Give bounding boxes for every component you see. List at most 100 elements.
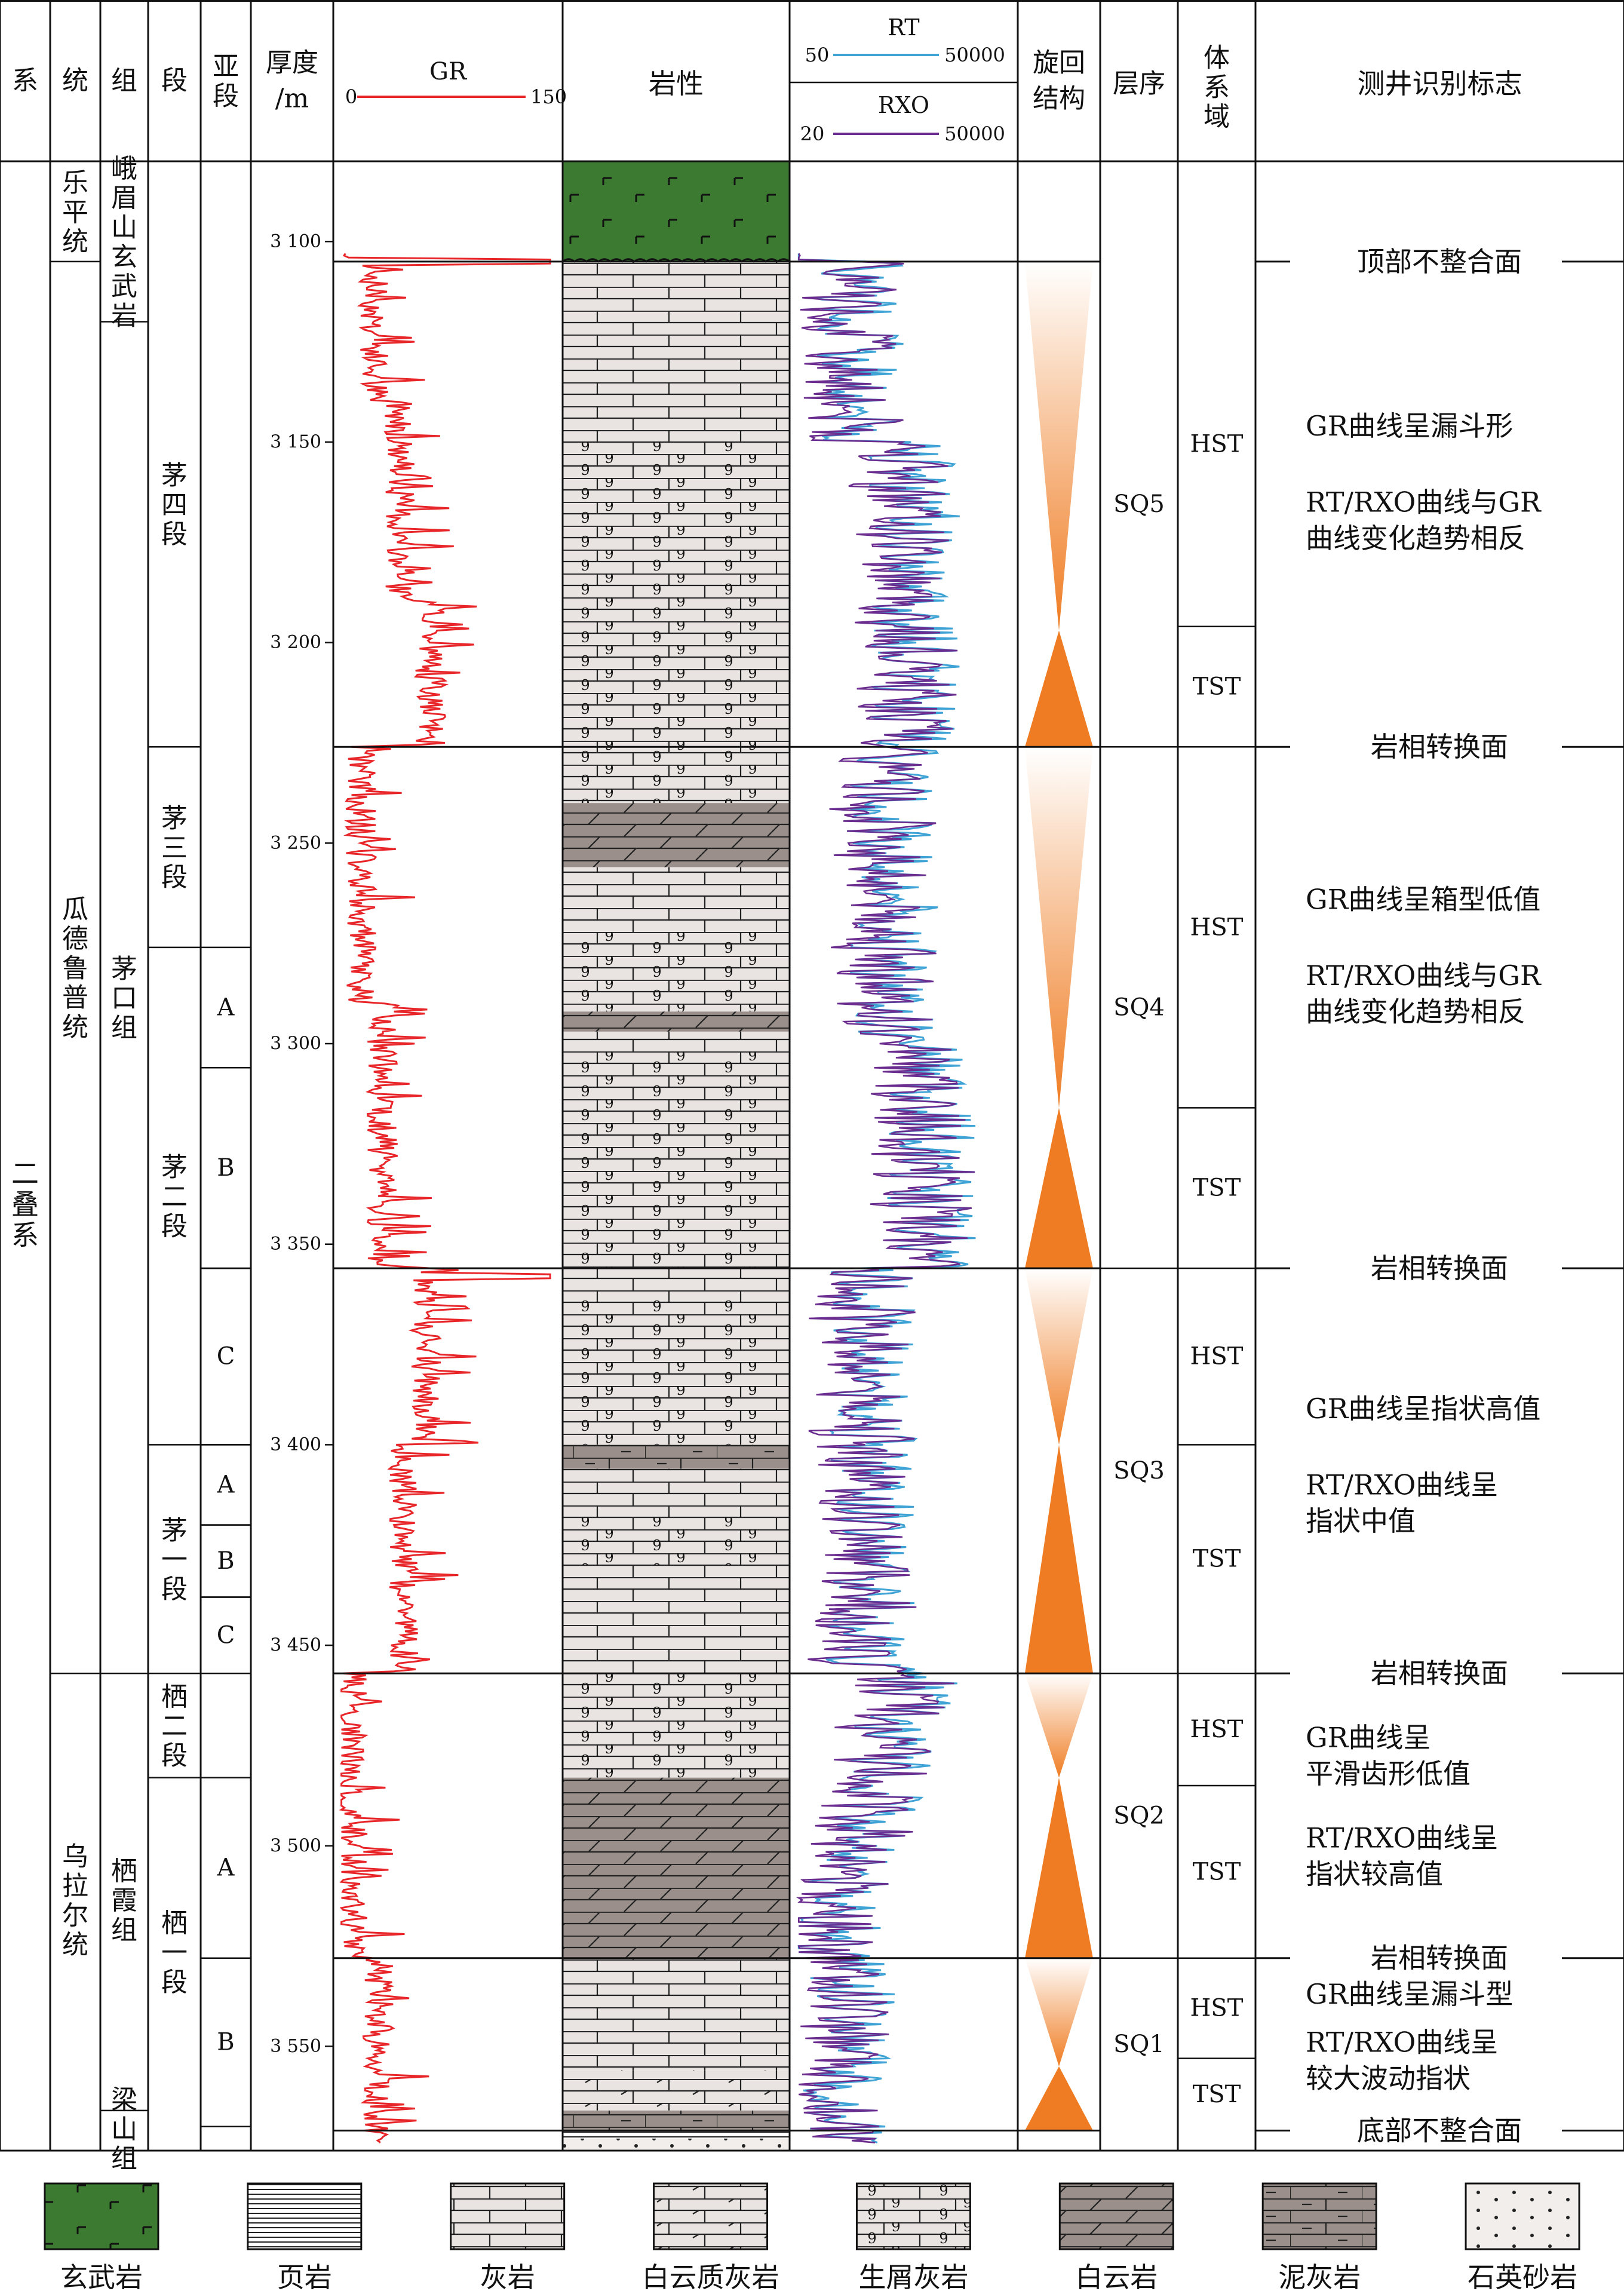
- cycle-transgressive-triangle: [1025, 1108, 1093, 1268]
- legend-swatch-dolomite: [1058, 2182, 1174, 2250]
- lithology-limestone: [563, 261, 790, 442]
- header-systems-tract: 体系域: [1204, 43, 1230, 133]
- header-thickness-unit: /m: [275, 84, 309, 114]
- header-gr-name: GR: [429, 58, 468, 85]
- gr-scale-min: 0: [345, 85, 357, 108]
- header-sequence: 层序: [1113, 69, 1165, 99]
- sequence-name: SQ5: [1113, 490, 1165, 518]
- legend-label: 玄武岩: [60, 2261, 143, 2293]
- log-marker-text: GR曲线呈漏斗形: [1306, 410, 1513, 442]
- formation-name: 茅口组: [111, 953, 137, 1043]
- depth-label: 3 350: [270, 1234, 321, 1255]
- systems-tract-name: TST: [1193, 1174, 1241, 1202]
- legend-swatch-bioclastic: [855, 2182, 971, 2250]
- gr-scale-max: 150: [530, 85, 567, 108]
- depth-label: 3 150: [270, 431, 321, 452]
- sequence-name: SQ3: [1113, 1457, 1165, 1485]
- depth-label: 3 200: [270, 632, 321, 653]
- lithology-dolomite: [563, 803, 790, 867]
- depth-label: 3 300: [270, 1033, 321, 1054]
- system-name: 二叠系: [11, 1158, 39, 1252]
- log-marker-text: RT/RXO曲线呈: [1306, 2026, 1498, 2059]
- lithology-marl: [563, 1445, 790, 1469]
- member-name: 茅三段: [161, 803, 188, 893]
- submember-name: C: [217, 1343, 235, 1370]
- depth-label: 3 500: [270, 1835, 321, 1856]
- header-series: 统: [62, 66, 88, 96]
- member-name: 栖一段: [161, 1908, 188, 1998]
- submember-name: A: [217, 994, 235, 1022]
- series-name: 乌拉尔统: [62, 1841, 88, 1960]
- boundary-label: 岩相转换面: [1371, 1942, 1508, 1974]
- lithology-limestone: [563, 1468, 790, 1517]
- systems-tract-name: TST: [1193, 2081, 1241, 2108]
- legend-swatch-marl: [1261, 2182, 1377, 2250]
- lithology-bioclastic: [563, 1673, 790, 1778]
- boundary-label: 岩相转换面: [1371, 1252, 1508, 1284]
- lithology-dolomite: [563, 1011, 790, 1032]
- submember-name: B: [217, 1154, 234, 1182]
- depth-label: 3 250: [270, 833, 321, 854]
- lithology-bioclastic: [563, 441, 790, 803]
- header-cycle: 旋回: [1033, 48, 1085, 78]
- lithology-bioclastic: [563, 931, 790, 1012]
- systems-tract-name: HST: [1190, 1343, 1244, 1370]
- systems-tract-name: HST: [1190, 1716, 1244, 1743]
- rt-scale-max: 50000: [944, 44, 1005, 66]
- column-body: [339, 161, 1093, 2151]
- legend-label: 石英砂岩: [1468, 2261, 1577, 2293]
- header-log-markers: 测井识别标志: [1358, 68, 1522, 100]
- submember-name: C: [217, 1621, 235, 1649]
- lithology-limestone: [563, 867, 790, 932]
- sequence-name: SQ4: [1113, 994, 1165, 1022]
- gr-curve: [339, 253, 551, 2143]
- lithology-sandstone: [563, 2138, 790, 2151]
- lithology-basalt: [563, 161, 790, 262]
- log-marker-text: RT/RXO曲线呈: [1306, 1821, 1498, 1854]
- submember-name: B: [217, 2029, 234, 2056]
- lithology-bioclastic: [563, 1300, 790, 1445]
- lithology-bioclastic: [563, 1051, 790, 1268]
- rxo-curve: [796, 253, 975, 2143]
- lithology-dolomitic-limestone: [563, 2070, 790, 2111]
- series-name: 乐平统: [62, 167, 88, 257]
- boundary-label: 岩相转换面: [1371, 1657, 1508, 1689]
- header-system: 系: [12, 66, 38, 96]
- legend-label: 生屑灰岩: [858, 2261, 968, 2293]
- lithology-limestone: [563, 1268, 790, 1301]
- log-marker-text: GR曲线呈箱型低值: [1306, 883, 1540, 915]
- cycle-transgressive-triangle: [1025, 1445, 1093, 1674]
- header-formation: 组: [111, 66, 137, 96]
- cycle-transgressive-triangle: [1025, 1777, 1093, 1958]
- systems-tract-name: TST: [1193, 1858, 1241, 1885]
- cycle-regressive-triangle: [1025, 1268, 1093, 1445]
- boundary-label: 顶部不整合面: [1357, 246, 1522, 278]
- header-cycle-2: 结构: [1033, 84, 1085, 114]
- member-name: 茅二段: [161, 1152, 188, 1242]
- legend-label: 灰岩: [480, 2261, 535, 2293]
- boundary-label: 底部不整合面: [1357, 2114, 1522, 2146]
- rxo-scale-max: 50000: [944, 122, 1005, 145]
- log-marker-text: GR曲线呈: [1306, 1721, 1430, 1753]
- lithology-limestone: [563, 1565, 790, 1674]
- systems-tract-name: HST: [1190, 1995, 1244, 2022]
- formation-name: 峨眉山玄武岩: [111, 154, 137, 331]
- log-marker-text: 平滑齿形低值: [1306, 1758, 1470, 1790]
- systems-tract-name: HST: [1190, 913, 1244, 941]
- legend-swatch-shale: [247, 2182, 363, 2250]
- header-thickness: 厚度: [266, 48, 318, 78]
- formation-name: 栖霞组: [111, 1856, 137, 1946]
- header-rxo-name: RXO: [878, 92, 929, 118]
- series-name: 瓜德鲁普统: [62, 894, 88, 1042]
- legend-label: 泥灰岩: [1278, 2261, 1361, 2293]
- sequence-name: SQ1: [1113, 2031, 1165, 2058]
- log-marker-text: 曲线变化趋势相反: [1306, 522, 1525, 554]
- rxo-scale-min: 20: [800, 122, 825, 145]
- depth-label: 3 450: [270, 1635, 321, 1656]
- submember-name: B: [217, 1547, 234, 1575]
- depth-label: 3 100: [270, 231, 321, 252]
- systems-tract-name: HST: [1190, 430, 1244, 458]
- header-submember: 亚段: [213, 51, 239, 111]
- grid-lines: [0, 0, 1624, 2152]
